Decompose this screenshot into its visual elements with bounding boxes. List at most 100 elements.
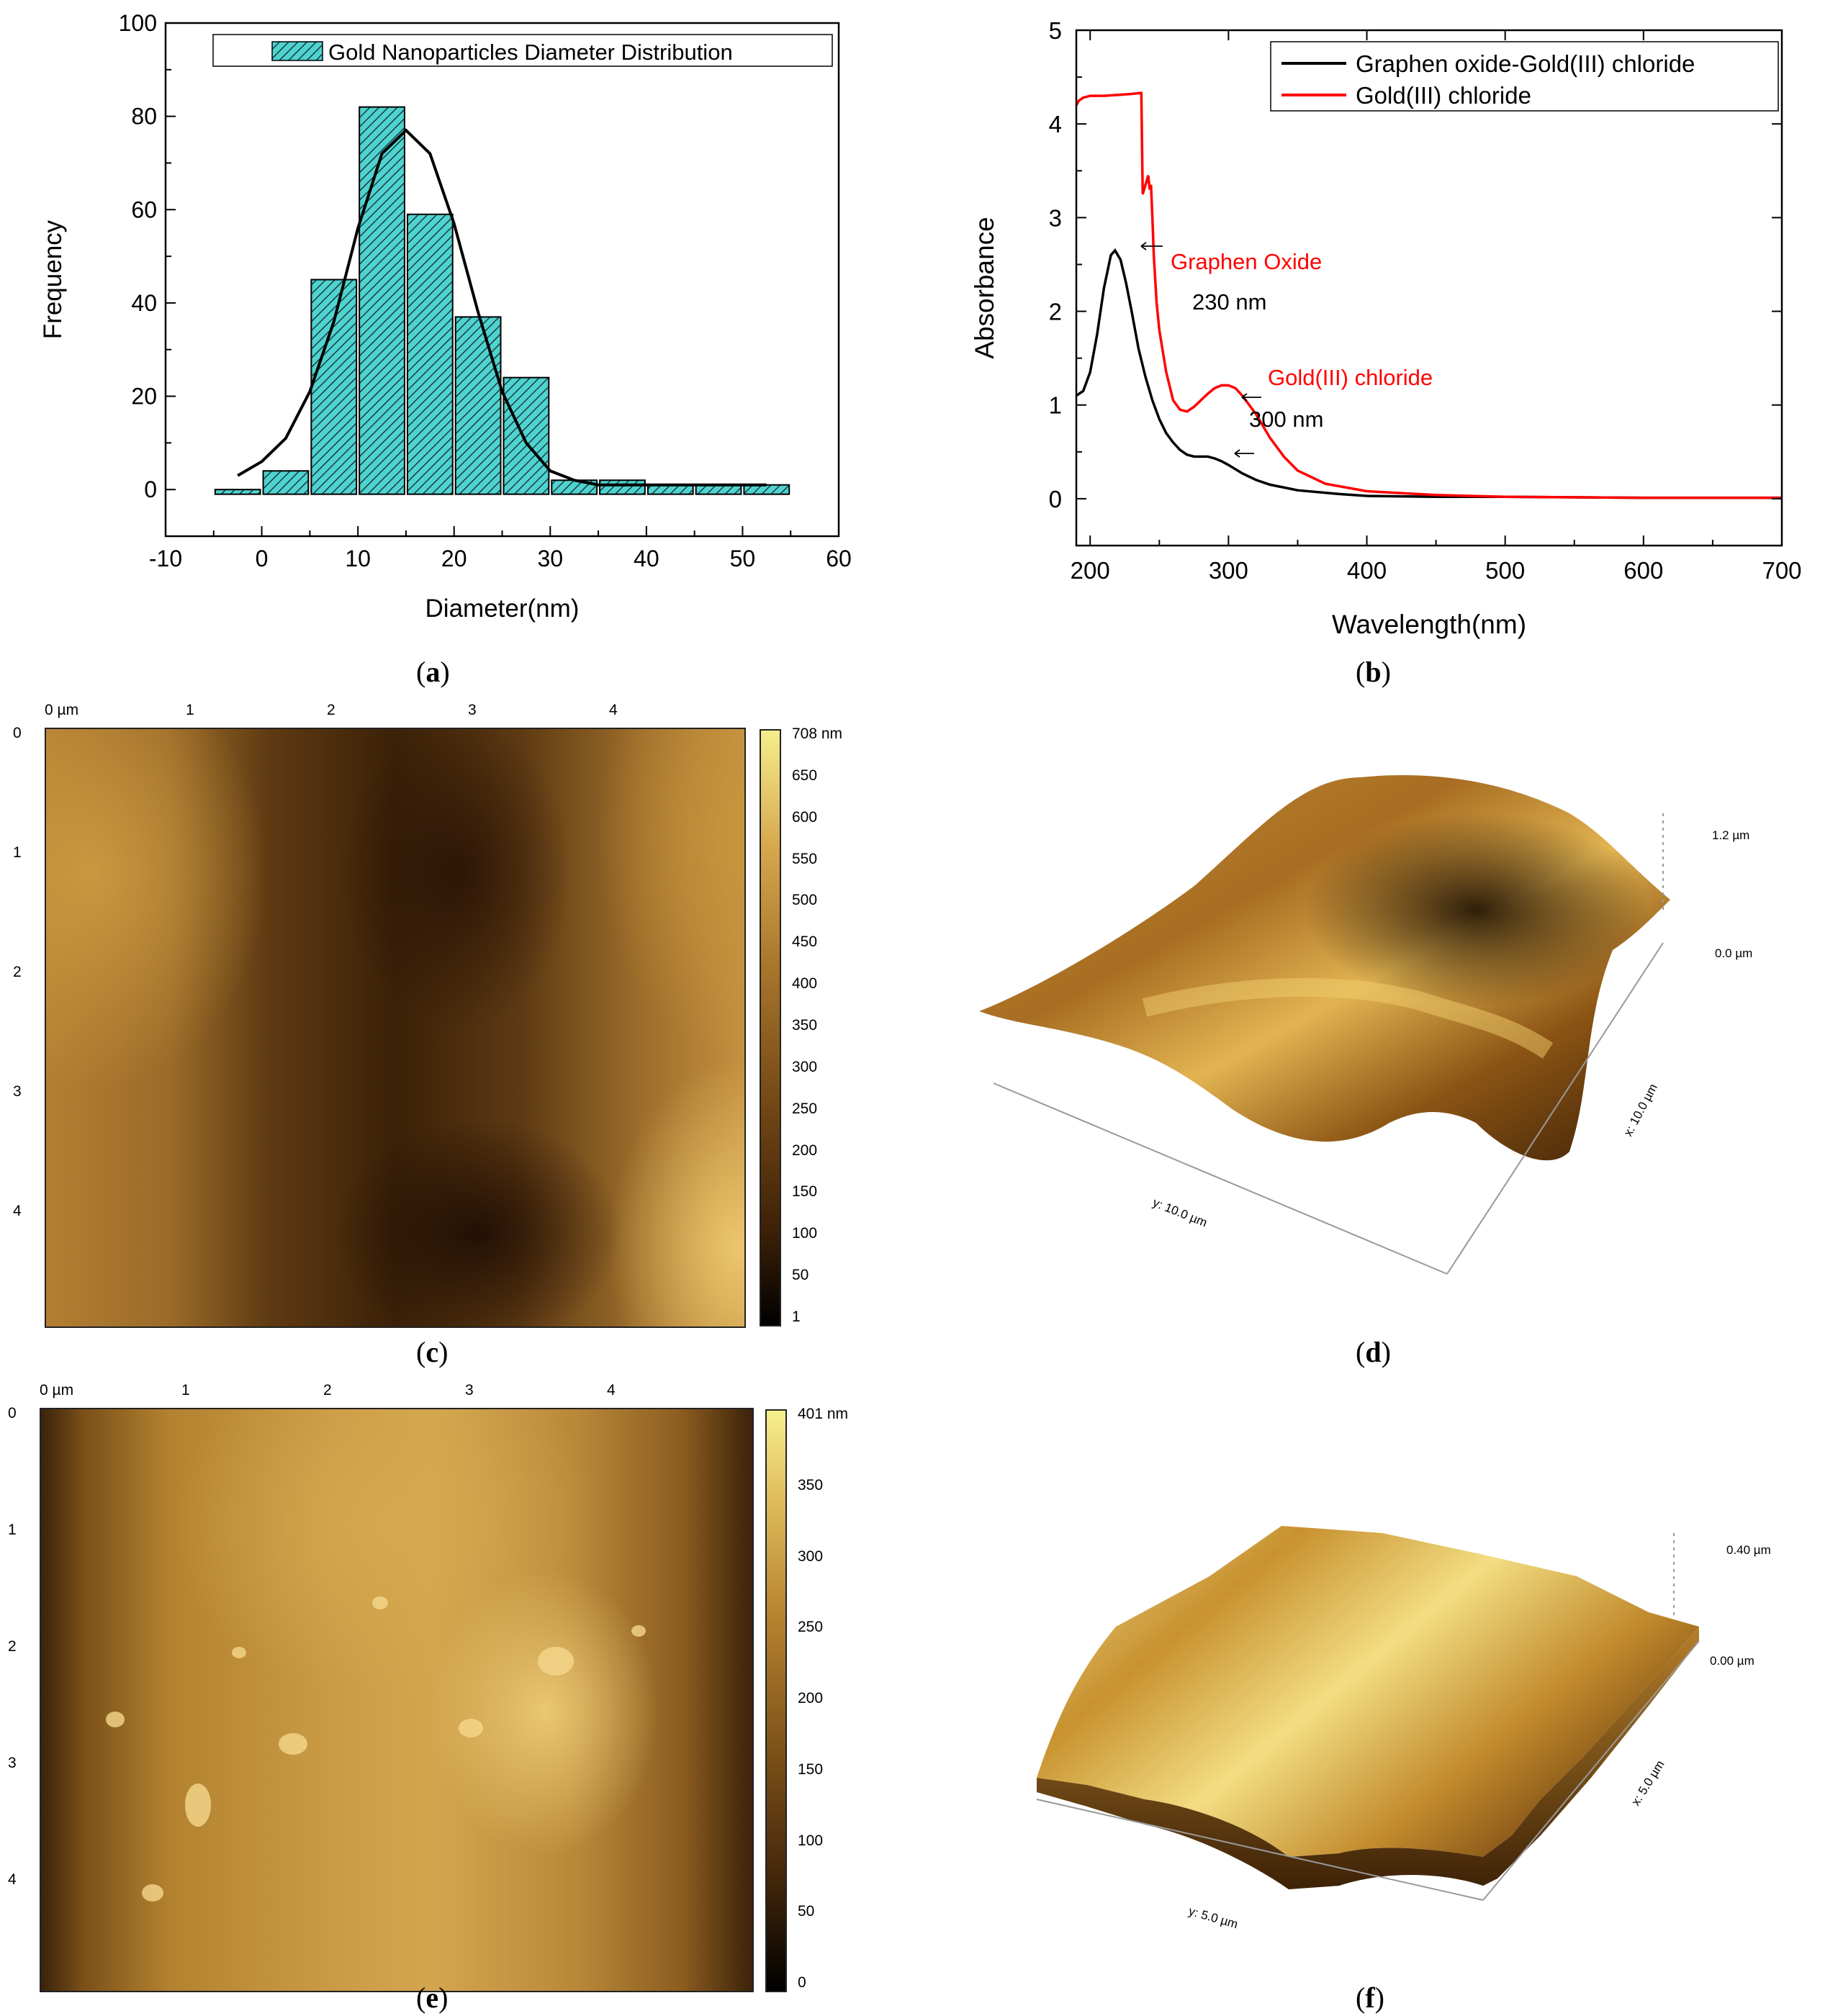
x-tick-label: 700 [1762, 557, 1801, 584]
graphene-oxide-gold-spectrum [1076, 248, 1782, 500]
colorbar-tick-label: 708 nm [792, 726, 843, 742]
y-tick-label: 2 [1049, 299, 1062, 325]
x-tick-label: 2 [323, 1382, 332, 1398]
afm-e-height-image [40, 1408, 754, 1992]
y-tick-label: 4 [1049, 111, 1062, 137]
x-tick-label: 300 [1209, 557, 1248, 584]
colorbar-tick-label: 350 [792, 1017, 818, 1034]
histogram-bar [359, 106, 405, 495]
x-tick-label: 1 [186, 702, 194, 718]
colorbar-tick-label: 200 [792, 1142, 818, 1159]
x-tick-label: 200 [1071, 557, 1110, 584]
y-tick-label: 60 [131, 196, 157, 222]
colorbar-tick-label: 150 [798, 1760, 824, 1778]
annotation-label: 300 nm [1249, 407, 1323, 432]
annotation-arrowhead [1241, 393, 1248, 402]
colorbar-tick-label: 401 nm [798, 1406, 849, 1422]
annotation-label: Graphen Oxide [1171, 249, 1322, 274]
caption-a-letter: a [425, 656, 441, 688]
afm-f-y-axis-line [1036, 1799, 1484, 1901]
caption-d-letter: d [1365, 1336, 1382, 1368]
caption-c: (c) [416, 1336, 449, 1368]
y-tick-label: 5 [1049, 17, 1062, 44]
colorbar-tick-label: 600 [792, 808, 818, 826]
histogram-chart: -10 0 10 20 30 40 50 60 0 20 40 60 80 100 Diameter(nm)… [39, 10, 852, 623]
y-tick-label: 0 [8, 1405, 17, 1421]
colorbar-tick-label: 100 [798, 1832, 824, 1849]
legend-swatch [271, 41, 323, 61]
y-tick-label: 0 [1049, 486, 1062, 512]
x-tick-label: 20 [441, 546, 467, 571]
afm-f-z-top: 0.40 µm [1726, 1543, 1771, 1557]
x-axis-label: Diameter(nm) [425, 595, 580, 623]
x-tick-label: 400 [1347, 557, 1387, 584]
afm-f-z-bottom: 0.00 µm [1710, 1654, 1754, 1668]
plot-frame [164, 22, 840, 538]
afm-c-height-image [45, 728, 746, 1328]
histogram-bar [406, 213, 454, 495]
caption-b-letter: b [1365, 656, 1382, 688]
afm-f-x-axis-line [1482, 1640, 1700, 1901]
colorbar-tick-label: 250 [798, 1619, 824, 1636]
gold-chloride-spectrum [1075, 91, 1782, 500]
legend-label: Graphen oxide-Gold(III) chloride [1356, 50, 1695, 77]
colorbar-tick-label: 1 [792, 1308, 801, 1325]
afm-f-y-label: y: 5.0 µm [1187, 1904, 1240, 1932]
y-tick-label: 3 [8, 1755, 17, 1771]
x-tick-label: 4 [609, 702, 618, 718]
afm-f-x-label: x: 5.0 µm [1628, 1758, 1667, 1808]
y-tick-label: 100 [119, 10, 157, 36]
afm-e-colorbar [765, 1409, 787, 1992]
caption-f-letter: f [1365, 1981, 1375, 2014]
afm-d-y-label: y: 10.0 µm [1151, 1195, 1209, 1229]
afm-2d-map-e: 0 µm 1 2 3 4 0 1 2 3 4 401 nm 350 300 250 200 150 100 5… [0, 1368, 900, 1992]
x-tick-label: 3 [465, 1382, 474, 1398]
legend-label: Gold Nanoparticles Diameter Distribution [328, 40, 733, 65]
colorbar-tick-label: 50 [792, 1267, 809, 1284]
y-tick-label: 20 [131, 384, 157, 410]
histogram-bar [599, 479, 646, 495]
y-tick-label: 40 [131, 290, 157, 316]
y-tick-label: 1 [1049, 392, 1062, 419]
absorbance-chart: 200 300 400 500 600 700 0 1 2 3 4 5 Wavelength(nm) Ab… [970, 17, 1802, 639]
colorbar-tick-label: 150 [792, 1183, 818, 1201]
caption-c-letter: c [425, 1336, 439, 1368]
caption-e-letter: e [425, 1981, 439, 2014]
colorbar-tick-label: 50 [798, 1903, 815, 1920]
annotation-label: Gold(III) chloride [1268, 365, 1433, 390]
gaussian-fit-curve [237, 128, 767, 487]
legend-box [1270, 41, 1779, 112]
colorbar-tick-label: 300 [798, 1547, 824, 1565]
x-tick-label: 600 [1623, 557, 1663, 584]
y-tick-label: 80 [131, 104, 157, 130]
x-tick-label: 4 [607, 1382, 616, 1398]
x-axis-label: Wavelength(nm) [1332, 610, 1526, 639]
colorbar-tick-label: 350 [798, 1476, 824, 1493]
y-tick-label: 0 [13, 725, 22, 741]
legend-label: Gold(III) chloride [1356, 82, 1531, 109]
colorbar-tick-label: 200 [798, 1690, 824, 1707]
afm-3d-surface-f: 0.40 µm 0.00 µm x: 5.0 µm y: 5.0 µm [1036, 1526, 1771, 1932]
annotation-arrowhead [1140, 242, 1147, 250]
x-tick-label: 0 µm [40, 1382, 74, 1398]
colorbar-tick-label: 550 [792, 850, 818, 867]
x-tick-label: 2 [327, 702, 335, 718]
histogram-bar [454, 316, 502, 495]
annotation-label: 230 nm [1192, 289, 1266, 315]
histogram-bar [214, 489, 261, 495]
afm-d-x-axis-line [1446, 942, 1664, 1275]
colorbar-tick-label: 0 [798, 1974, 806, 1991]
caption-e: (e) [416, 1981, 449, 2014]
annotation-arrowhead [1234, 449, 1240, 458]
x-tick-label: 30 [537, 546, 563, 571]
x-tick-label: -10 [149, 546, 182, 571]
histogram-bar [503, 376, 550, 495]
colorbar-tick-label: 250 [792, 1100, 818, 1117]
caption-d: (d) [1356, 1336, 1391, 1368]
y-tick-label: 1 [13, 844, 22, 861]
x-tick-label: 50 [730, 546, 756, 571]
histogram-bar [262, 470, 310, 495]
y-tick-label: 4 [8, 1871, 17, 1888]
x-tick-label: 60 [826, 546, 852, 571]
afm-d-y-axis-line [993, 1082, 1448, 1275]
